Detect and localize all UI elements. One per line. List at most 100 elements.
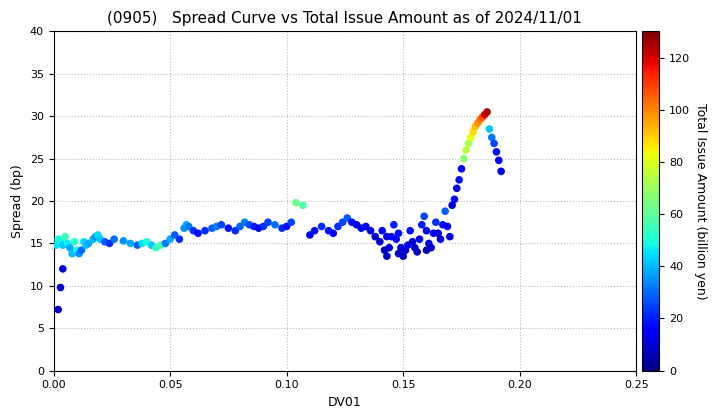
Point xyxy=(81,242,92,249)
Point xyxy=(248,223,260,230)
Point xyxy=(323,227,334,234)
Point xyxy=(230,227,241,234)
Point xyxy=(469,123,481,130)
Point xyxy=(183,223,194,230)
Point xyxy=(117,238,129,244)
Point xyxy=(451,185,462,192)
Point xyxy=(222,225,234,231)
Point xyxy=(420,227,432,234)
Point xyxy=(258,223,269,230)
Point xyxy=(262,219,274,226)
Y-axis label: Total Issue Amount (billion yen): Total Issue Amount (billion yen) xyxy=(694,103,707,299)
Y-axis label: Spread (bp): Spread (bp) xyxy=(11,164,24,238)
Point xyxy=(64,244,76,251)
Point xyxy=(444,233,456,240)
Point xyxy=(71,247,83,254)
Point xyxy=(281,223,292,230)
Point xyxy=(479,111,490,118)
Point xyxy=(87,236,99,242)
Point xyxy=(341,215,353,221)
Point xyxy=(393,250,405,257)
Point xyxy=(441,223,453,230)
Point xyxy=(454,176,465,183)
Point xyxy=(428,230,439,236)
Point xyxy=(490,149,502,155)
Point xyxy=(104,240,115,247)
Point xyxy=(426,244,437,251)
Point xyxy=(449,196,460,203)
Point xyxy=(66,250,78,257)
Point xyxy=(57,242,68,249)
Point xyxy=(179,225,190,231)
Point xyxy=(433,230,444,236)
Point xyxy=(488,140,500,147)
Point xyxy=(276,225,288,231)
Point xyxy=(62,240,73,247)
Point xyxy=(192,230,204,236)
Point xyxy=(411,249,423,255)
Point xyxy=(155,242,166,249)
Point xyxy=(435,236,446,242)
Point xyxy=(92,231,104,238)
Point xyxy=(206,225,217,231)
Point xyxy=(286,219,297,226)
Point xyxy=(365,227,377,234)
Point xyxy=(99,239,111,245)
Point xyxy=(160,240,171,247)
Point xyxy=(90,233,102,240)
Point xyxy=(346,219,358,226)
Point xyxy=(407,239,418,245)
Point xyxy=(460,147,472,154)
Point xyxy=(388,221,400,228)
Point xyxy=(269,221,281,228)
Point xyxy=(405,227,416,234)
Point xyxy=(215,221,227,228)
Point xyxy=(381,253,392,260)
Point xyxy=(402,242,413,249)
Point xyxy=(125,240,136,247)
Point xyxy=(78,239,89,245)
Point xyxy=(467,128,479,135)
Point xyxy=(57,265,68,272)
Point xyxy=(369,233,381,240)
Point xyxy=(397,253,409,260)
Point xyxy=(234,223,246,230)
Point xyxy=(76,247,87,254)
Point xyxy=(332,223,343,230)
X-axis label: DV01: DV01 xyxy=(328,396,361,409)
Point xyxy=(437,221,449,228)
Point xyxy=(379,247,390,254)
Point xyxy=(439,208,451,215)
Point xyxy=(420,247,432,254)
Point xyxy=(181,221,192,228)
Point xyxy=(304,231,315,238)
Point xyxy=(53,236,64,242)
Point xyxy=(356,225,367,231)
Point xyxy=(50,242,62,249)
Point xyxy=(386,233,397,240)
Point xyxy=(495,168,507,175)
Point xyxy=(164,236,176,242)
Point xyxy=(60,233,71,240)
Point xyxy=(477,114,488,121)
Point xyxy=(465,134,477,141)
Point xyxy=(484,126,495,132)
Point xyxy=(309,227,320,234)
Point xyxy=(377,227,388,234)
Point xyxy=(188,227,199,234)
Point xyxy=(486,134,498,141)
Point xyxy=(400,247,411,254)
Point xyxy=(94,236,106,242)
Point xyxy=(174,236,185,242)
Point xyxy=(390,236,402,242)
Point xyxy=(423,240,435,247)
Point xyxy=(418,213,430,220)
Point xyxy=(55,239,66,245)
Point xyxy=(463,140,474,147)
Point xyxy=(109,236,120,242)
Point xyxy=(395,244,407,251)
Point xyxy=(211,223,222,230)
Point xyxy=(474,116,486,123)
Point xyxy=(482,109,493,116)
Point xyxy=(472,120,484,126)
